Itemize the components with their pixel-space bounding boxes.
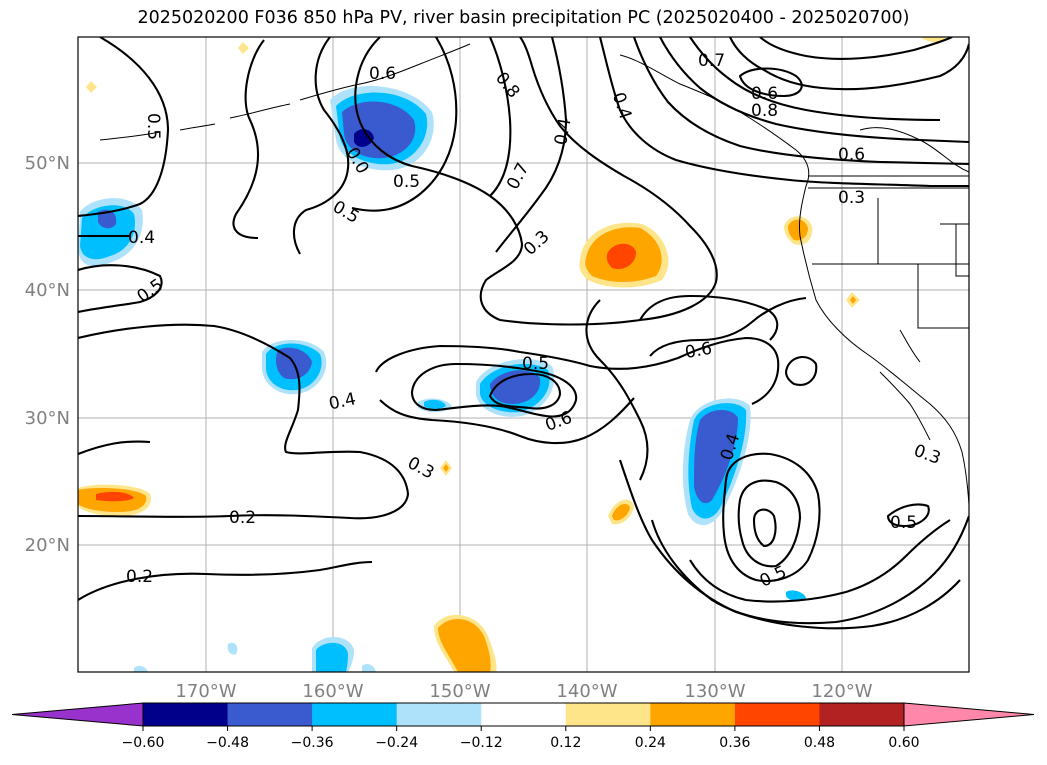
contour-label: 0.4	[551, 117, 575, 147]
contour-label: 0.6	[369, 64, 396, 84]
colorbar-segment	[312, 703, 398, 726]
shade-positive-coast	[86, 37, 946, 308]
shade-negative-subtropical	[682, 398, 806, 602]
colorbar-segment	[227, 703, 313, 726]
contour-label: 0.5	[890, 513, 917, 533]
lat-label: 30°N	[25, 408, 70, 429]
shade-positive-central-north	[579, 222, 669, 288]
colorbar: −0.60 −0.48 −0.36 −0.24 −0.12 0.12 0.24 0.36 0.4…	[11, 702, 1035, 751]
lon-label: 120°W	[811, 681, 872, 702]
shaded-regions	[78, 37, 946, 672]
contour-label: 0.6	[684, 339, 714, 363]
contour-label: 0.2	[126, 567, 153, 587]
lat-label: 40°N	[25, 280, 70, 301]
contour-label: 0.3	[838, 188, 865, 208]
colorbar-segments	[11, 702, 1035, 727]
colorbar-segment	[650, 703, 736, 726]
colorbar-tick-label: −0.24	[375, 735, 418, 751]
lon-label: 130°W	[684, 681, 745, 702]
colorbar-tick-label: −0.12	[460, 735, 503, 751]
colorbar-tick-label: −0.48	[206, 735, 249, 751]
lat-label: 20°N	[25, 535, 70, 556]
lon-label: 150°W	[429, 681, 490, 702]
map-plot	[78, 37, 969, 672]
colorbar-ticks: −0.60 −0.48 −0.36 −0.24 −0.12 0.12 0.24 0.36 0.4…	[122, 726, 920, 751]
lon-labels: 170°W 160°W 150°W 140°W 130°W 120°W	[175, 681, 872, 702]
contour-label: 0.7	[698, 51, 725, 71]
contour-lines	[78, 37, 969, 630]
contour-label: 0.8	[751, 101, 778, 121]
shade-negative-south	[134, 636, 376, 672]
colorbar-segment	[143, 703, 229, 726]
lon-label: 140°W	[556, 681, 617, 702]
shade-negative-northwest	[78, 198, 143, 267]
colorbar-segment	[481, 703, 567, 726]
colorbar-segment	[396, 703, 482, 726]
colorbar-segment	[565, 703, 651, 726]
contour-label: 0.6	[838, 145, 865, 165]
contour-label: 0.5	[143, 113, 163, 140]
colorbar-tick-label: 0.24	[635, 735, 666, 751]
lon-label: 170°W	[175, 681, 236, 702]
colorbar-segment	[819, 703, 905, 726]
colorbar-tick-label: 0.36	[719, 735, 750, 751]
contour-label: 0.5	[393, 172, 420, 192]
shade-positive-west	[78, 484, 151, 516]
contour-label: 0.5	[522, 354, 549, 374]
colorbar-extend-max	[903, 702, 1035, 727]
colorbar-tick-label: 0.48	[804, 735, 835, 751]
lat-label: 50°N	[25, 153, 70, 174]
colorbar-segment	[734, 703, 820, 726]
shade-positive-south	[434, 460, 634, 672]
contour-label: 0.2	[229, 508, 256, 528]
colorbar-extend-min	[11, 702, 144, 727]
map-frame	[77, 36, 970, 673]
colorbar-tick-label: 0.12	[550, 735, 581, 751]
gridlines	[78, 37, 969, 672]
contour-label: 0.4	[128, 228, 155, 248]
lon-label: 160°W	[302, 681, 363, 702]
colorbar-outline	[142, 702, 905, 727]
colorbar-tick-label: −0.36	[291, 735, 334, 751]
map-title: 2025020200 F036 850 hPa PV, river basin …	[137, 8, 910, 28]
colorbar-tick-label: 0.60	[888, 735, 919, 751]
colorbar-tick-label: −0.60	[122, 735, 165, 751]
contour-label: 0.6	[751, 84, 778, 104]
lat-labels: 50°N 40°N 30°N 20°N	[25, 153, 70, 556]
